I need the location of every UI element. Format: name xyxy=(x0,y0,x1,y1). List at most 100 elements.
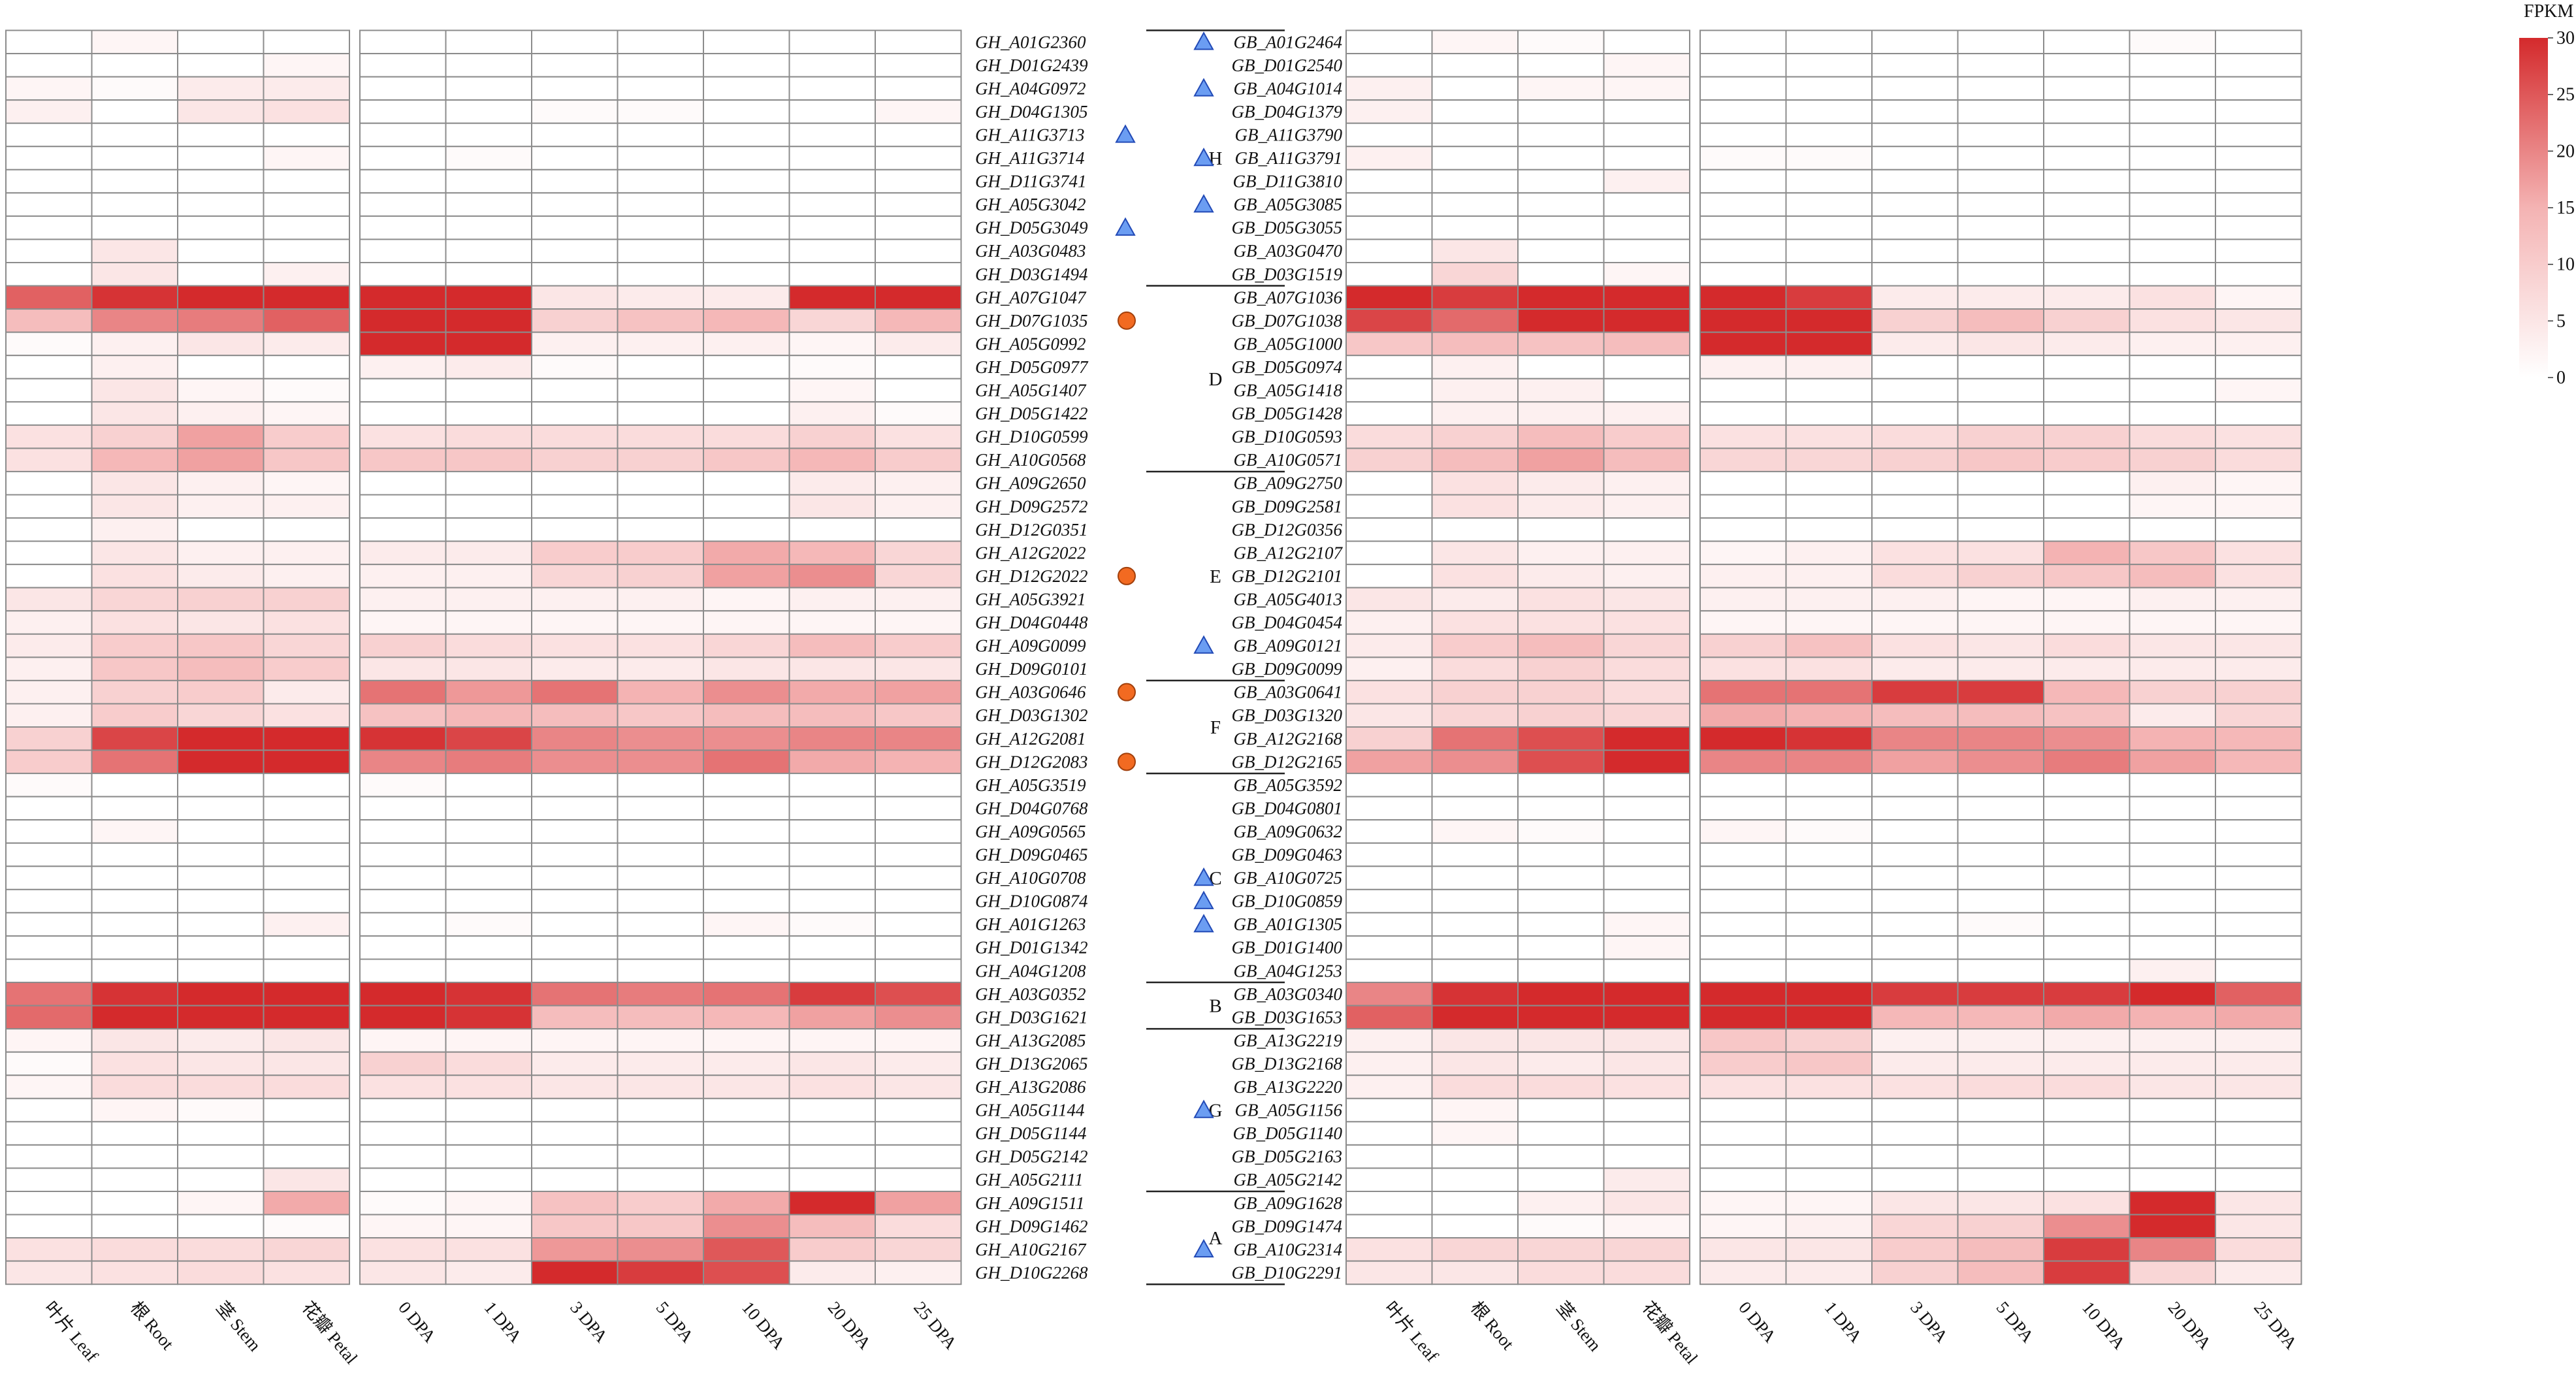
heatmap-cell xyxy=(1699,470,1787,496)
heatmap-cell xyxy=(1957,587,2044,612)
gene-label: GH_D10G0874 xyxy=(975,892,1088,911)
heatmap-cell xyxy=(359,99,447,124)
heatmap-cell xyxy=(5,865,93,890)
gene-label: GH_D05G1144 xyxy=(975,1123,1087,1143)
legend-tick-label: 20 xyxy=(2556,141,2575,161)
heatmap-cell xyxy=(703,1051,790,1076)
heatmap-cell xyxy=(1785,1097,1873,1123)
heatmap-cell xyxy=(2129,1214,2216,1239)
heatmap-cell xyxy=(1345,1121,1433,1146)
heatmap-cell xyxy=(263,355,350,379)
heatmap-cell xyxy=(1785,912,1873,937)
heatmap-cell xyxy=(1871,1074,1959,1099)
gene-label: GB_A09G0121 xyxy=(1234,636,1342,656)
heatmap-cell xyxy=(445,169,532,194)
heatmap-cell xyxy=(263,447,350,472)
heatmap-cell xyxy=(2043,401,2131,426)
heatmap-cell xyxy=(2129,1237,2216,1262)
gene-label: GH_D12G2083 xyxy=(975,752,1088,771)
heatmap-cell xyxy=(531,424,619,449)
heatmap-cell xyxy=(91,76,178,101)
gene-label: GB_D09G2581 xyxy=(1232,496,1343,516)
heatmap-cell xyxy=(1699,1121,1787,1146)
heatmap-cell xyxy=(2129,1051,2216,1076)
heatmap-cell xyxy=(5,726,93,751)
column-label: 25 DPA xyxy=(910,1298,961,1353)
heatmap-cell xyxy=(617,76,704,101)
heatmap-cell xyxy=(875,122,962,148)
heatmap-cell xyxy=(788,494,876,519)
heatmap-cell xyxy=(263,656,350,681)
heatmap-cell xyxy=(617,1028,704,1053)
heatmap-cell xyxy=(1345,1051,1433,1076)
heatmap-cell xyxy=(1699,76,1787,101)
heatmap-cell xyxy=(1431,192,1519,217)
heatmap-cell xyxy=(875,726,962,751)
heatmap-cell xyxy=(2215,1121,2302,1146)
heatmap-cell xyxy=(617,1074,704,1099)
heatmap-cell xyxy=(445,610,532,635)
heatmap-cell xyxy=(91,447,178,472)
heatmap-cell xyxy=(1699,656,1787,681)
heatmap-cell xyxy=(1871,424,1959,449)
heatmap-cell xyxy=(1345,865,1433,890)
heatmap-cell xyxy=(1603,470,1690,496)
heatmap-cell xyxy=(1785,633,1873,658)
heatmap-cell xyxy=(445,842,532,867)
gene-label: GH_A12G2022 xyxy=(975,543,1086,562)
heatmap-cell xyxy=(2215,53,2302,78)
heatmap-cell xyxy=(359,656,447,681)
gene-label: GH_D01G1342 xyxy=(975,938,1088,958)
heatmap-cell xyxy=(5,935,93,960)
heatmap-cell xyxy=(703,122,790,148)
heatmap-cell xyxy=(263,587,350,612)
heatmap-cell xyxy=(177,424,265,449)
heatmap-cell xyxy=(1785,122,1873,148)
heatmap-cell xyxy=(1871,679,1959,705)
triangle-marker xyxy=(1193,890,1214,909)
heatmap-cell xyxy=(2043,587,2131,612)
heatmap-cell xyxy=(1957,540,2044,566)
heatmap-cell xyxy=(875,1237,962,1262)
gene-label: GH_D07G1035 xyxy=(975,311,1088,331)
gene-label: GH_A04G0972 xyxy=(975,78,1086,98)
heatmap-cell xyxy=(2215,331,2302,357)
heatmap-cell xyxy=(177,1097,265,1123)
heatmap-cell xyxy=(2043,99,2131,124)
heatmap-cell xyxy=(1699,1097,1787,1123)
heatmap-cell xyxy=(788,749,876,775)
heatmap-cell xyxy=(1785,679,1873,705)
heatmap-cell xyxy=(875,29,962,55)
gene-label: GB_D10G2291 xyxy=(1232,1263,1343,1282)
heatmap-cell xyxy=(1517,679,1605,705)
heatmap-cell xyxy=(1345,331,1433,357)
heatmap-cell xyxy=(1957,517,2044,542)
heatmap-cell xyxy=(617,1191,704,1216)
heatmap-cell xyxy=(1345,1144,1433,1169)
heatmap-cell xyxy=(703,1005,790,1030)
gene-label: GB_A05G1156 xyxy=(1235,1101,1343,1120)
heatmap-cell xyxy=(1603,679,1690,705)
heatmap-cell xyxy=(2129,76,2216,101)
heatmap-cell xyxy=(1699,1167,1787,1192)
heatmap-cell xyxy=(2129,169,2216,194)
heatmap-cell xyxy=(5,773,93,798)
heatmap-cell xyxy=(1345,982,1433,1007)
heatmap-cell xyxy=(531,587,619,612)
heatmap-cell xyxy=(91,355,178,379)
heatmap-cell xyxy=(445,1097,532,1123)
heatmap-cell xyxy=(617,238,704,264)
heatmap-cell xyxy=(617,749,704,775)
heatmap-cell xyxy=(2215,262,2302,287)
heatmap-cell xyxy=(91,331,178,357)
heatmap-cell xyxy=(1517,1051,1605,1076)
gene-label: GH_D11G3741 xyxy=(975,172,1087,191)
heatmap-cell xyxy=(2129,842,2216,867)
heatmap-cell xyxy=(445,238,532,264)
heatmap-cell xyxy=(359,378,447,403)
heatmap-cell xyxy=(1785,982,1873,1007)
group-label: D xyxy=(1209,369,1223,390)
heatmap-cell xyxy=(1517,610,1605,635)
heatmap-cell xyxy=(2215,656,2302,681)
triangle-marker xyxy=(1193,635,1214,654)
